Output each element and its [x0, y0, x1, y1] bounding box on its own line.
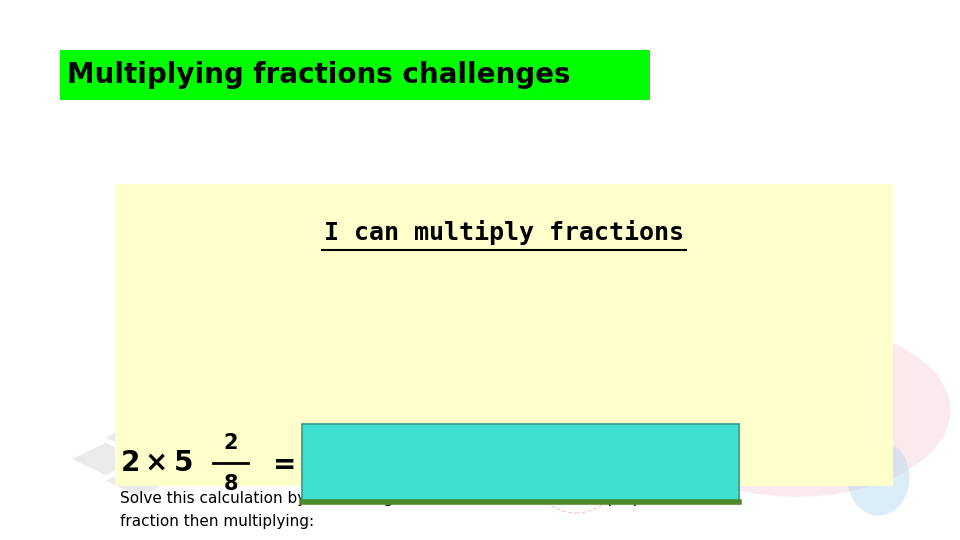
Polygon shape — [106, 464, 173, 497]
FancyBboxPatch shape — [115, 184, 893, 486]
FancyBboxPatch shape — [302, 424, 739, 502]
Text: Multiplying fractions challenges: Multiplying fractions challenges — [67, 61, 570, 89]
Ellipse shape — [437, 362, 523, 481]
Text: $\mathbf{=}$: $\mathbf{=}$ — [267, 449, 295, 477]
Text: $\mathbf{2 \times 5}$: $\mathbf{2 \times 5}$ — [120, 449, 193, 477]
FancyBboxPatch shape — [60, 50, 650, 100]
Circle shape — [643, 324, 950, 497]
Polygon shape — [192, 297, 283, 378]
Polygon shape — [106, 421, 173, 454]
Polygon shape — [72, 443, 139, 475]
Ellipse shape — [848, 440, 910, 516]
Text: Solve this calculation by converting the mixed number to an improper
fraction th: Solve this calculation by converting the… — [120, 491, 659, 529]
Text: $\mathbf{2}$: $\mathbf{2}$ — [223, 433, 238, 453]
Polygon shape — [139, 443, 206, 475]
Text: I can multiply fractions: I can multiply fractions — [324, 220, 684, 245]
Text: $\mathbf{8}$: $\mathbf{8}$ — [223, 474, 238, 494]
